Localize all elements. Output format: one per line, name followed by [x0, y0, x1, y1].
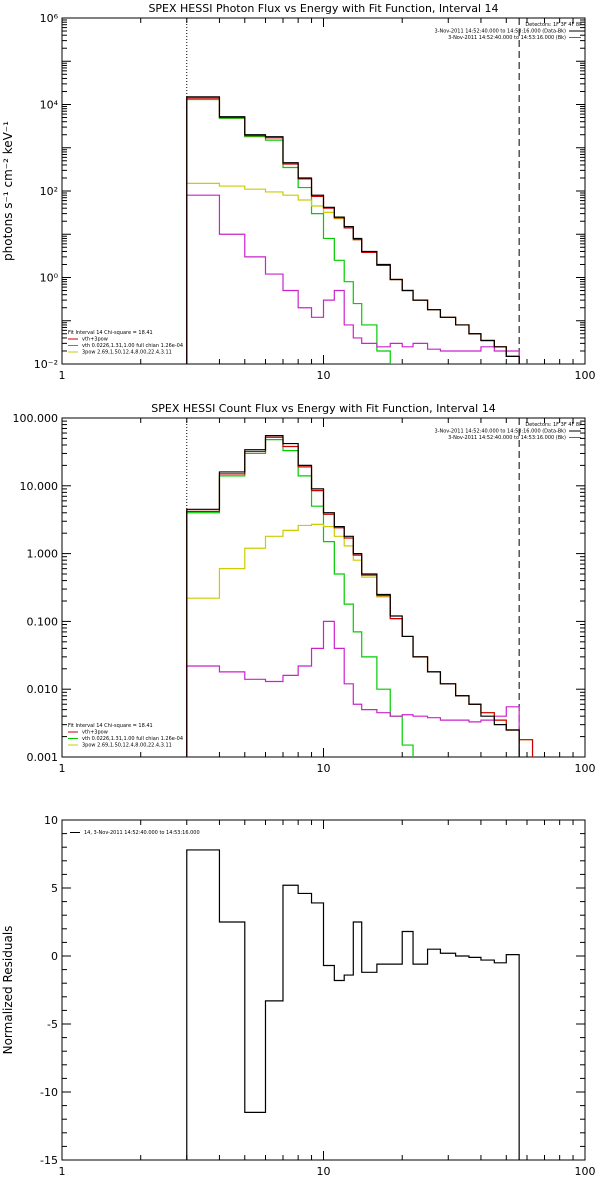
legend-header: Detectors: 1F 3F 4F 8F — [525, 422, 582, 428]
legend-entry: vth+3pow — [82, 337, 108, 343]
y-tick-label: 10.000 — [20, 480, 59, 493]
series-residuals-line — [186, 849, 520, 1160]
legend-entry: vth 0.0226,1.31,1.00 full chian 1.26e-04 — [82, 736, 183, 742]
legend-entry: 3-Nov-2011 14:52:40.000 to 14:53:16.000 … — [435, 29, 567, 35]
y-tick-label: 10⁻² — [34, 358, 58, 371]
series-thermal-line — [186, 439, 414, 757]
x-tick-label: 1 — [59, 1165, 66, 1178]
legend-bottom-left: Fit Interval 14 Chi-square = 18.41vth+3p… — [68, 723, 183, 749]
legend-entry: 14, 3-Nov-2011 14:52:40.000 to 14:53:16.… — [84, 830, 200, 836]
y-axis-label: Normalized Residuals — [1, 926, 15, 1055]
legend-header: Detectors: 1F 3F 4F 8F — [525, 22, 582, 28]
legend-entry: 3-Nov-2011 14:52:40.000 to 14:53:16.000 … — [448, 435, 566, 441]
x-tick-label: 10 — [317, 369, 331, 382]
x-tick-label: 100 — [575, 369, 596, 382]
x-tick-label: 100 — [575, 762, 596, 775]
panel-1: 1 10 100 10⁻² 10⁰ 10² 10⁴ 10⁶ photons s⁻¹ cm⁻² k… — [1, 12, 596, 382]
y-tick-label: 0.010 — [27, 683, 59, 696]
panel-2: 1 10 100 0.001 0.010 0.100 1.000 10.000 100.000 D… — [13, 412, 596, 775]
y-tick-label: 10⁴ — [40, 99, 59, 112]
y-tick-label: -5 — [47, 1018, 58, 1031]
y-tick-label: 1.000 — [27, 548, 59, 561]
y-tick-label: 0 — [51, 950, 58, 963]
panel-3: 1 10 100 -15 -10 -5 0 5 10 Normalized Residuals 14… — [1, 814, 596, 1178]
chart-title: SPEX HESSI Photon Flux vs Energy with Fi… — [148, 2, 498, 15]
y-tick-label: 5 — [51, 882, 58, 895]
legend-entry: 3-Nov-2011 14:52:40.000 to 14:53:16.000 … — [448, 35, 566, 41]
y-tick-label: 10⁶ — [40, 12, 59, 25]
y-tick-label: 10⁰ — [40, 272, 59, 285]
y-tick-label: 10² — [40, 185, 58, 198]
y-axis: 10⁻² 10⁰ 10² 10⁴ 10⁶ — [34, 12, 585, 371]
y-tick-label: -15 — [40, 1154, 58, 1167]
x-axis: 1 10 100 — [59, 820, 596, 1178]
plot-frame — [61, 819, 586, 1161]
plot-frame — [61, 417, 586, 758]
legend-entry: 3pow 2.69,1.50,12.4,8.00,22.4,3.11 — [82, 350, 172, 356]
y-axis: -15 -10 -5 0 5 10 — [40, 814, 585, 1167]
y-tick-label: 100.000 — [13, 412, 59, 425]
y-axis: 0.001 0.010 0.100 1.000 10.000 100.000 — [13, 412, 585, 764]
legend-top-left: 14, 3-Nov-2011 14:52:40.000 to 14:53:16.… — [70, 830, 200, 836]
legend-entry: 3pow 2.69,1.50,12.4,8.00,22.4,3.11 — [82, 743, 172, 749]
y-tick-label: 10 — [44, 814, 58, 827]
y-tick-label: 0.001 — [27, 751, 59, 764]
chart-title: SPEX HESSI Count Flux vs Energy with Fit… — [151, 402, 495, 415]
legend-entry: 3-Nov-2011 14:52:40.000 to 14:53:16.000 … — [435, 429, 567, 435]
y-tick-label: 0.100 — [27, 615, 59, 628]
series-background-line — [186, 620, 520, 757]
series-background-line — [186, 194, 520, 364]
x-tick-label: 100 — [575, 1165, 596, 1178]
x-axis: 1 10 100 — [59, 18, 596, 382]
x-axis: 1 10 100 — [59, 418, 596, 775]
legend-bottom-left: Fit Interval 14 Chi-square = 18.41vth+3p… — [68, 330, 183, 356]
x-tick-label: 1 — [59, 762, 66, 775]
y-tick-label: -10 — [40, 1086, 58, 1099]
legend-top-right: Detectors: 1F 3F 4F 8F3-Nov-2011 14:52:4… — [435, 422, 583, 441]
x-tick-label: 1 — [59, 369, 66, 382]
legend-header: Fit Interval 14 Chi-square = 18.41 — [68, 723, 153, 729]
legend-entry: vth 0.0226,1.31,1.00 full chian 1.26e-04 — [82, 343, 183, 349]
series-total-line — [186, 97, 533, 364]
y-axis-label: photons s⁻¹ cm⁻² keV⁻¹ — [1, 121, 15, 261]
legend-top-right: Detectors: 1F 3F 4F 8F3-Nov-2011 14:52:4… — [435, 22, 583, 41]
series-data-line — [186, 96, 520, 364]
legend-header: Fit Interval 14 Chi-square = 18.41 — [68, 330, 153, 336]
legend-entry: vth+3pow — [82, 730, 108, 736]
x-tick-label: 10 — [317, 1165, 331, 1178]
series-data-line — [186, 435, 520, 757]
x-tick-label: 10 — [317, 762, 331, 775]
